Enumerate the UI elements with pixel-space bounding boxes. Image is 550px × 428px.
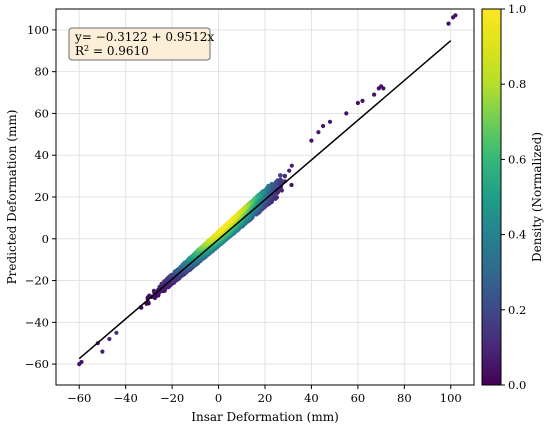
- data-point: [107, 336, 112, 342]
- colorbar-tick-label: 1.0: [508, 2, 526, 16]
- colorbar-tick-label: 0.0: [508, 378, 526, 392]
- fit-annotation: y= −0.3122 + 0.9512x R2 = 0.9610: [68, 27, 214, 61]
- y-tick-label: 20: [34, 190, 49, 204]
- x-axis-ticks: −60 −40 −20 0 20 40 60 80 100: [67, 385, 462, 405]
- y-tick-label: −60: [25, 357, 49, 371]
- data-point: [114, 330, 119, 335]
- data-point: [321, 123, 326, 129]
- x-tick-label: 60: [351, 391, 366, 405]
- y-tick-label: 80: [34, 65, 49, 79]
- data-point: [282, 173, 287, 178]
- data-point: [360, 98, 365, 103]
- data-point: [381, 86, 386, 91]
- data-point: [446, 21, 451, 26]
- y-tick-label: −40: [25, 315, 49, 329]
- data-point: [355, 100, 360, 106]
- x-tick-label: 100: [440, 391, 462, 405]
- data-point: [100, 349, 105, 354]
- x-tick-label: 20: [258, 391, 273, 405]
- x-tick-label: −60: [67, 391, 91, 405]
- y-tick-label: −20: [25, 274, 49, 288]
- colorbar-ticks: 0.0 0.2 0.4 0.6 0.8 1.0: [501, 2, 526, 392]
- data-point: [151, 288, 156, 293]
- x-tick-label: 40: [304, 391, 319, 405]
- fit-equation: y= −0.3122 + 0.9512x: [74, 30, 214, 44]
- data-point: [287, 168, 292, 173]
- colorbar-gradient: [481, 8, 502, 386]
- x-tick-label: −40: [114, 391, 138, 405]
- colorbar-tick-label: 0.6: [508, 152, 526, 166]
- y-tick-label: 0: [42, 232, 49, 246]
- colorbar-tick-label: 0.4: [508, 228, 526, 242]
- r-squared: R2 = 0.9610: [75, 44, 149, 58]
- x-tick-label: 80: [397, 391, 412, 405]
- colorbar-tick-label: 0.2: [508, 303, 526, 317]
- data-point: [344, 111, 349, 116]
- y-tick-label: 60: [34, 106, 49, 120]
- annotation-box: [68, 27, 211, 61]
- data-point: [372, 92, 377, 97]
- y-axis-label: Predicted Deformation (mm): [5, 110, 19, 285]
- data-point: [273, 180, 278, 185]
- data-point: [277, 182, 282, 187]
- x-axis-label: Insar Deformation (mm): [191, 410, 339, 424]
- data-point: [269, 181, 274, 187]
- data-point: [316, 130, 321, 135]
- data-point: [309, 138, 314, 143]
- x-tick-label: 0: [215, 391, 222, 405]
- colorbar-tick-label: 0.8: [508, 77, 526, 91]
- data-point: [327, 119, 333, 124]
- y-axis-ticks: −60 −40 −20 0 20 40 60 80 100: [25, 23, 56, 371]
- y-tick-label: 100: [27, 23, 49, 37]
- data-point: [226, 220, 231, 225]
- colorbar: 0.0 0.2 0.4 0.6 0.8 1.0 Density (Normalized): [481, 2, 544, 392]
- data-point: [221, 225, 226, 230]
- data-point: [277, 173, 283, 178]
- data-point: [453, 13, 458, 18]
- regression-line: [78, 40, 452, 360]
- y-tick-label: 40: [34, 148, 49, 162]
- x-tick-label: −20: [160, 391, 184, 405]
- data-point: [289, 163, 294, 168]
- data-point: [79, 359, 84, 365]
- plot-area: −60 −40 −20 0 20 40 60 80 100 −60 −40 −20 0 20 40 60 80…: [25, 8, 475, 405]
- colorbar-label: Density (Normalized): [530, 132, 544, 262]
- data-point: [208, 236, 214, 241]
- data-point: [147, 293, 152, 298]
- data-point: [289, 182, 294, 188]
